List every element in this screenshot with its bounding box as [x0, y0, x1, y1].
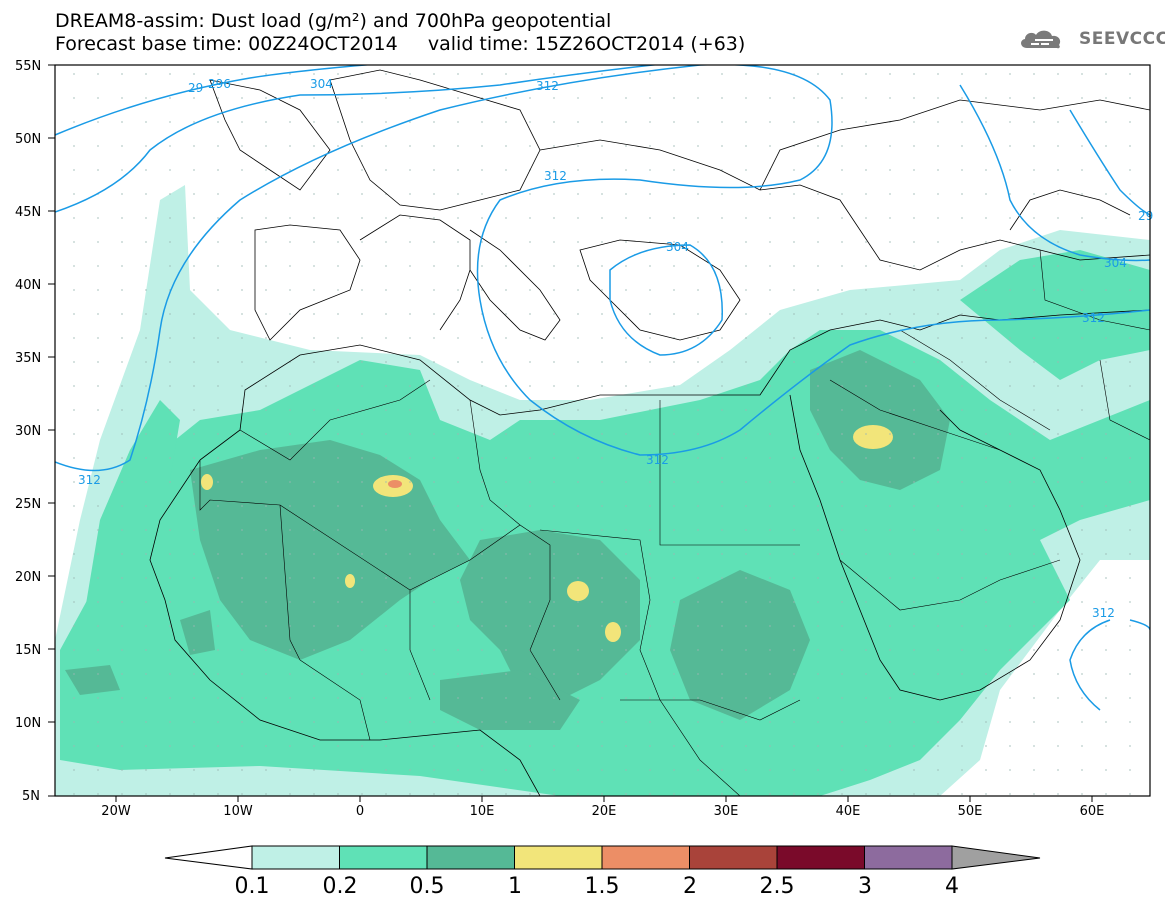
contour-label: 296	[208, 77, 231, 91]
contour-label: 304	[1104, 256, 1127, 270]
contour-label: 312	[646, 453, 669, 467]
colorbar-label: 3	[858, 874, 872, 899]
colorbar-swatch	[864, 845, 953, 870]
lat-label: 5N	[22, 789, 40, 804]
lat-label: 20N	[15, 570, 41, 585]
lon-label: 40E	[836, 804, 861, 819]
longitude-axis: 20W 10W 0 10E 20E 30E 40E 50E 60E	[101, 796, 1104, 819]
lon-label: 50E	[958, 804, 983, 819]
map-title-line1: DREAM8-assim: Dust load (g/m²) and 700hP…	[55, 10, 612, 32]
colorbar-swatch	[426, 845, 515, 870]
lat-label: 35N	[15, 351, 41, 366]
lat-label: 10N	[15, 716, 41, 731]
colorbar-label: 2	[683, 874, 697, 899]
contour-labels: 29 296 304 312 312 304 312 312 304 312 3…	[78, 77, 1153, 620]
lat-label: 55N	[15, 59, 41, 74]
colorbar-swatch	[251, 845, 340, 870]
geopotential-contours	[55, 65, 1150, 711]
dust-field	[55, 65, 1150, 796]
lat-label: 45N	[15, 205, 41, 220]
lat-label: 40N	[15, 278, 41, 293]
colorbar-label: 4	[945, 874, 959, 899]
colorbar-label: 0.2	[323, 874, 358, 899]
contour-label: 304	[310, 77, 333, 91]
coastlines	[149, 69, 1150, 796]
contour-label: 312	[78, 473, 101, 487]
contour-label: 304	[666, 240, 689, 254]
country-borders	[199, 249, 1150, 796]
colorbar-swatch	[776, 845, 865, 870]
lon-label: 60E	[1080, 804, 1105, 819]
contour-label: 312	[1082, 311, 1105, 325]
colorbar-left-arrow	[164, 845, 253, 870]
colorbar-swatch	[339, 845, 428, 870]
lat-label: 50N	[15, 132, 41, 147]
colorbar-label: 0.1	[235, 874, 270, 899]
colorbar-label: 1.5	[585, 874, 620, 899]
lon-label: 20E	[592, 804, 617, 819]
lon-label: 0	[356, 804, 364, 819]
lon-label: 10W	[223, 804, 253, 819]
contour-label: 312	[1092, 606, 1115, 620]
colorbar-swatch	[689, 845, 778, 870]
colorbar-right-arrow	[951, 845, 1041, 870]
lat-label: 30N	[15, 424, 41, 439]
contour-label: 312	[536, 79, 559, 93]
lat-label: 15N	[15, 643, 41, 658]
cloud-logo-icon	[1021, 30, 1061, 49]
colorbar-label: 2.5	[760, 874, 795, 899]
lat-label: 25N	[15, 497, 41, 512]
lon-label: 20W	[101, 804, 131, 819]
colorbar-label: 1	[508, 874, 522, 899]
colorbar: 0.1 0.2 0.5 1 1.5 2 2.5 3 4	[164, 845, 1041, 899]
lon-label: 30E	[714, 804, 739, 819]
colorbar-swatch	[601, 845, 690, 870]
logo-text: SEEVCCC	[1079, 29, 1165, 49]
latitude-axis: 55N 50N 45N 40N 35N 30N 25N 20N 15N 10N …	[15, 59, 55, 804]
contour-label: 312	[544, 169, 567, 183]
contour-label: 29	[188, 81, 203, 95]
colorbar-swatch	[514, 845, 603, 870]
map-title-line2: Forecast base time: 00Z24OCT2014 valid t…	[55, 33, 746, 55]
colorbar-label: 0.5	[410, 874, 445, 899]
seevccc-logo: SEEVCCC	[1017, 26, 1165, 52]
lon-label: 10E	[470, 804, 495, 819]
contour-label: 29	[1138, 209, 1153, 223]
